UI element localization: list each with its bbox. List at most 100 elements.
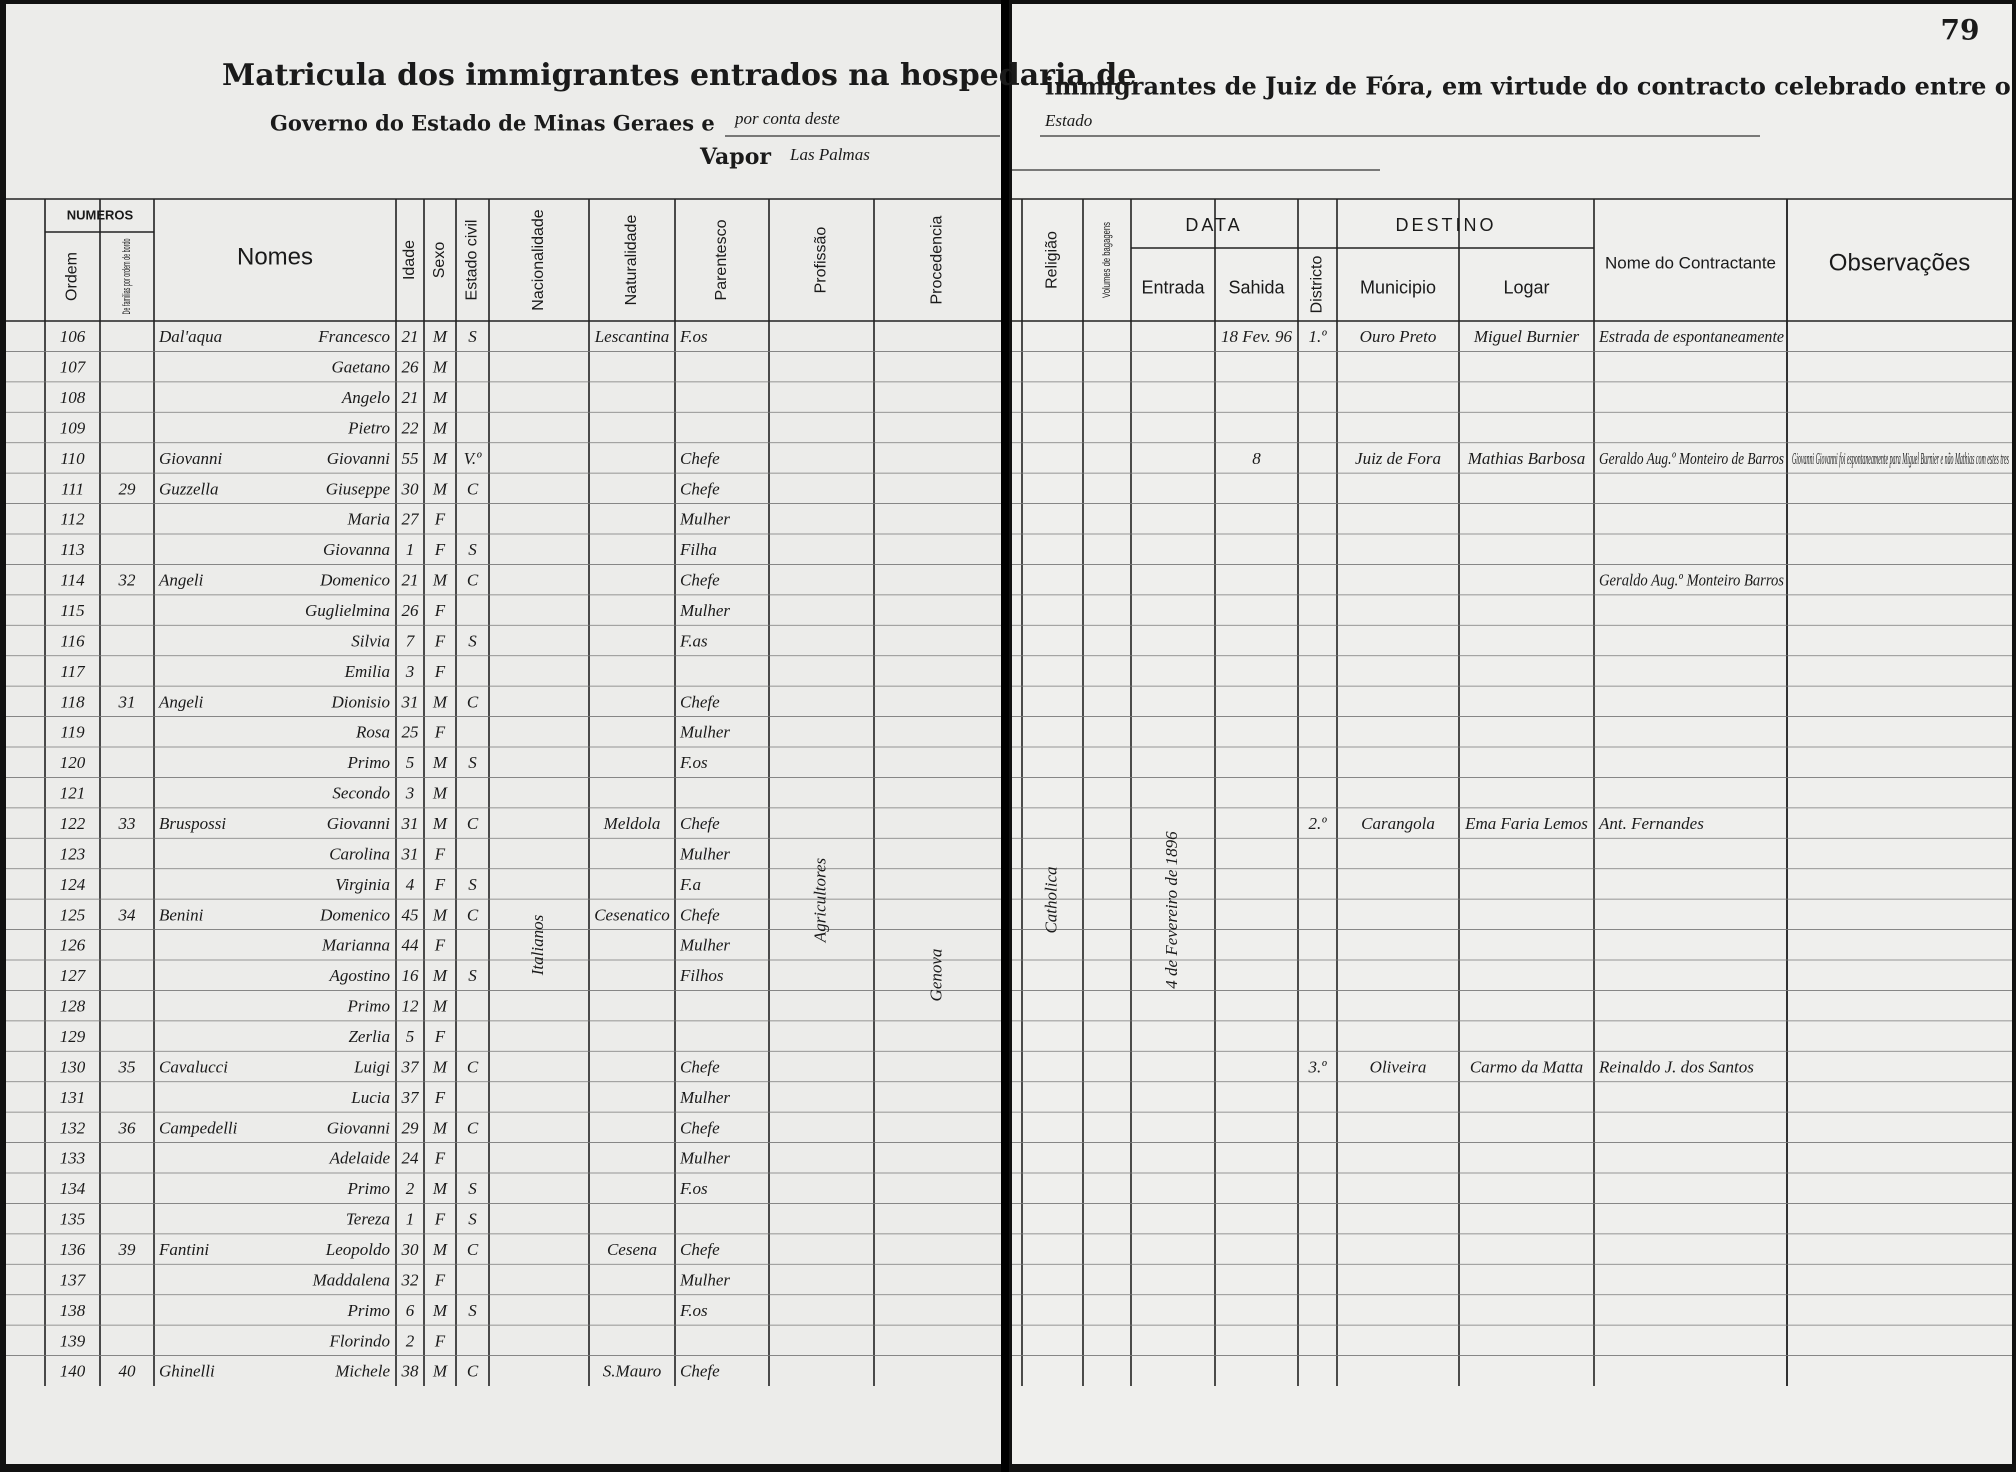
cell-estado-civil: S: [468, 631, 477, 650]
cell-idade: 32: [401, 1270, 420, 1289]
cell-ordem: 116: [60, 631, 85, 650]
column-header: Districto: [1309, 256, 1326, 314]
cell-parentesco: Filhos: [679, 966, 724, 985]
cell-ordem: 139: [60, 1331, 86, 1350]
cell-nome: Agostino: [329, 966, 390, 985]
cell-idade: 30: [401, 479, 420, 498]
cell-sobrenome: Campedelli: [159, 1118, 238, 1137]
cell-nome: Primo: [347, 1179, 391, 1198]
cell-estado-civil: C: [467, 1362, 479, 1381]
cell-idade: 2: [406, 1331, 415, 1350]
cell-parentesco: Chefe: [680, 571, 720, 590]
cell-nome: Leopoldo: [325, 1240, 390, 1259]
cell-sobrenome: Cavalucci: [159, 1057, 228, 1076]
cell-ordem: 128: [60, 997, 86, 1016]
cell-ordem: 112: [60, 510, 85, 529]
cell-sexo: M: [432, 1362, 448, 1381]
cell-ordem: 138: [60, 1301, 86, 1320]
cell-sexo: M: [432, 388, 448, 407]
cell-sexo: M: [432, 1179, 448, 1198]
cell-nome: Virginia: [335, 875, 390, 894]
cell-parentesco: Mulher: [679, 1088, 730, 1107]
cell-parentesco: Chefe: [680, 814, 720, 833]
cell-sexo: M: [432, 1118, 448, 1137]
cell-estado-civil: S: [468, 753, 477, 772]
cell-ordem: 122: [60, 814, 86, 833]
column-header: Religião: [1044, 231, 1061, 289]
cell-ordem: 120: [60, 753, 86, 772]
cell-idade: 38: [401, 1362, 420, 1381]
cell-sexo: F: [434, 1149, 446, 1168]
cell-ordem: 123: [60, 844, 86, 863]
cell-estado-civil: C: [467, 571, 479, 590]
cell-sexo: M: [432, 784, 448, 803]
cell-familia: 40: [119, 1362, 137, 1381]
cell-observacoes: Giovanni Giovanni foi espontaneamente pa…: [1792, 449, 2009, 468]
cell-estado-civil: S: [468, 1210, 477, 1229]
cell-idade: 3: [405, 662, 415, 681]
cell-nome: Adelaide: [329, 1149, 391, 1168]
cell-nome: Tereza: [346, 1210, 390, 1229]
cell-ordem: 111: [61, 479, 84, 498]
cell-nome: Domenico: [319, 571, 390, 590]
ship-name: Las Palmas: [789, 145, 870, 164]
cell-ordem: 130: [60, 1057, 86, 1076]
cell-idade: 25: [402, 723, 419, 742]
cell-sobrenome: Fantini: [158, 1240, 209, 1259]
column-header: Idade: [401, 240, 418, 280]
cell-sexo: M: [432, 358, 448, 377]
cell-ordem: 133: [60, 1149, 86, 1168]
cell-estado-civil: C: [467, 1118, 479, 1137]
cell-nome: Carolina: [329, 844, 390, 863]
cell-sobrenome: Benini: [159, 905, 204, 924]
cell-sexo: F: [434, 844, 446, 863]
cell-familia: 36: [118, 1118, 137, 1137]
title-right: immigrantes de Juiz de Fóra, em virtude …: [1045, 72, 2011, 101]
cell-familia: 32: [118, 571, 137, 590]
cell-familia: 35: [118, 1057, 136, 1076]
vertical-annotation: Italianos: [528, 914, 547, 976]
cell-sobrenome: Bruspossi: [159, 814, 226, 833]
cell-municipio: Ouro Preto: [1360, 327, 1437, 346]
cell-idade: 21: [402, 571, 419, 590]
cell-sexo: M: [432, 753, 448, 772]
cell-sexo: F: [434, 723, 446, 742]
cell-idade: 6: [406, 1301, 415, 1320]
cell-idade: 21: [402, 388, 419, 407]
cell-naturalidade: Cesena: [607, 1240, 657, 1259]
cell-idade: 45: [402, 905, 419, 924]
cell-familia: 39: [118, 1240, 137, 1259]
cell-ordem: 126: [60, 936, 86, 955]
cell-ordem: 106: [60, 327, 86, 346]
cell-idade: 26: [402, 358, 420, 377]
cell-ordem: 118: [60, 692, 85, 711]
cell-contractante: Geraldo Aug.º Monteiro Barros: [1599, 571, 1784, 590]
cell-parentesco: Chefe: [680, 449, 720, 468]
vertical-annotation: Genova: [926, 949, 945, 1002]
cell-parentesco: F.os: [679, 1179, 708, 1198]
cell-sexo: M: [432, 1301, 448, 1320]
cell-idade: 31: [401, 844, 419, 863]
cell-municipio: Carangola: [1361, 814, 1435, 833]
cell-idade: 44: [402, 936, 420, 955]
cell-idade: 55: [402, 449, 419, 468]
column-header: De familias por ordem de bordo: [121, 239, 133, 315]
cell-nome: Silvia: [351, 631, 390, 650]
cell-districto: 1.º: [1308, 327, 1327, 346]
cell-ordem: 117: [60, 662, 86, 681]
cell-estado-civil: C: [467, 1057, 479, 1076]
cell-parentesco: F.as: [679, 631, 708, 650]
cell-familia: 31: [118, 692, 136, 711]
cell-nome: Luigi: [353, 1057, 390, 1076]
cell-parentesco: Chefe: [680, 1118, 720, 1137]
cell-idade: 5: [406, 1027, 415, 1046]
cell-nome: Lucia: [350, 1088, 390, 1107]
right-page: [1012, 4, 2012, 1464]
cell-familia: 29: [119, 479, 137, 498]
cell-estado-civil: S: [468, 327, 477, 346]
cell-idade: 1: [406, 540, 415, 559]
vertical-annotation: 4 de Fevereiro de 1896: [1162, 831, 1181, 989]
cell-sexo: M: [432, 449, 448, 468]
cell-naturalidade: Meldola: [603, 814, 661, 833]
column-header: Observações: [1829, 249, 1970, 276]
